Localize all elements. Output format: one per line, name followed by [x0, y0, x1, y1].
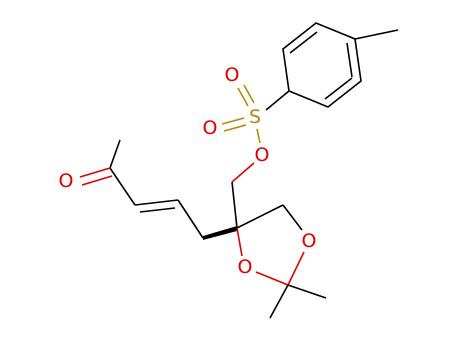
double-bond — [139, 207, 176, 213]
c-c-bond — [231, 181, 238, 229]
aromatic-double — [324, 77, 353, 100]
benzene-ring — [282, 22, 362, 108]
s-o-double — [223, 124, 247, 132]
methyl-bond — [269, 284, 289, 319]
methyl-bond — [354, 29, 399, 40]
chain-bond — [109, 167, 136, 206]
atom-label: S — [249, 106, 261, 128]
ring-bond — [236, 204, 284, 229]
c-o-double — [81, 175, 113, 186]
aromatic-double — [289, 31, 318, 54]
ring-bond — [236, 227, 243, 257]
s-o-double — [243, 84, 255, 104]
atom-label: O — [59, 170, 74, 192]
ring-bond — [287, 251, 305, 286]
wedge-bond — [203, 226, 237, 240]
chain-bond — [177, 199, 204, 239]
ring-bond — [282, 204, 303, 231]
ring-bond — [255, 271, 289, 286]
atom-label: O — [302, 230, 317, 252]
atom-label: O — [255, 144, 270, 166]
methyl-bond — [109, 139, 121, 169]
o-c-bond — [231, 162, 255, 183]
atoms: O S O O O O O — [59, 64, 317, 278]
c-o-double — [79, 167, 111, 178]
s-o-double — [237, 87, 249, 107]
aromatic-double — [346, 42, 353, 78]
bonds — [79, 22, 399, 319]
atom-label: O — [238, 256, 253, 278]
atom-label: O — [225, 64, 240, 86]
double-bond — [134, 199, 179, 206]
methyl-bond — [287, 284, 327, 299]
c-s-bond — [265, 90, 290, 111]
s-o-bond — [256, 128, 261, 144]
s-o-double — [221, 117, 245, 125]
atom-label: O — [203, 117, 218, 139]
